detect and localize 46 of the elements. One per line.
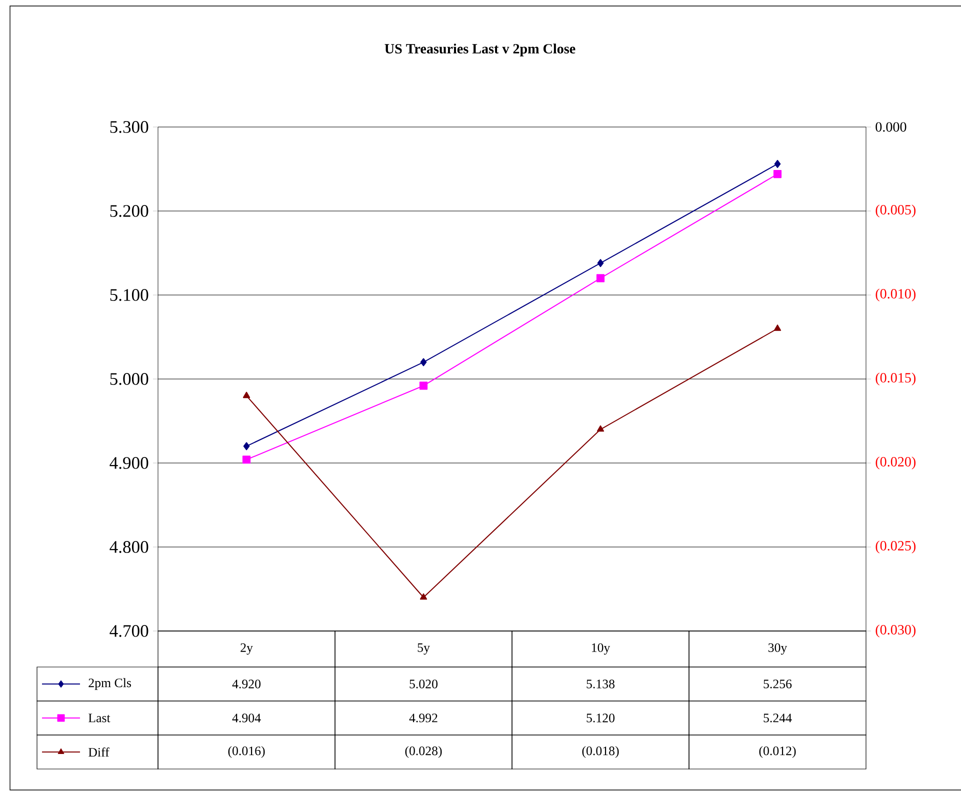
point	[242, 392, 250, 398]
y2-tick-label: (0.030)	[876, 624, 916, 638]
x-tick-label: 2y	[240, 643, 253, 655]
point	[596, 274, 605, 282]
y2-tick-label: (0.015)	[876, 372, 916, 386]
data-label: 4.920	[232, 680, 261, 688]
point	[774, 324, 782, 331]
y2-tick-label: (0.025)	[876, 540, 916, 554]
data-label: (0.028)	[405, 746, 442, 758]
data-label: 4.904	[232, 714, 261, 722]
data-label: 5.244	[764, 714, 792, 722]
legend-label: Diff	[88, 747, 110, 757]
chart-title: US Treasuries Last v 2pm Close	[384, 44, 576, 56]
y2-tick-label: (0.005)	[876, 204, 916, 218]
y-tick-label: 4.800	[110, 541, 148, 553]
y-tick-label: 4.900	[110, 457, 148, 469]
point	[774, 160, 781, 168]
data-label: (0.018)	[582, 746, 619, 758]
point	[420, 358, 427, 366]
data-label: 5.138	[586, 680, 615, 688]
y-tick-label: 5.100	[110, 289, 148, 301]
y2-tick-label: 0.000	[876, 122, 906, 132]
data-label: (0.012)	[759, 746, 796, 758]
point	[773, 170, 782, 178]
point	[596, 425, 604, 432]
point	[420, 593, 428, 600]
point	[597, 259, 604, 268]
legend-label: 2pm Cls	[88, 678, 131, 690]
x-tick-label: 10y	[592, 643, 610, 655]
y-tick-label: 5.200	[110, 205, 148, 217]
x-tick-label: 5y	[418, 643, 430, 655]
point	[242, 456, 251, 464]
legend-label: Last	[88, 714, 110, 722]
data-label: (0.016)	[228, 746, 265, 758]
data-label: 5.120	[586, 714, 615, 722]
point	[419, 382, 428, 390]
y2-tick-label: (0.010)	[876, 288, 916, 302]
data-label: 5.020	[410, 680, 438, 688]
y2-tick-label: (0.020)	[876, 456, 916, 470]
y-tick-label: 4.700	[110, 625, 148, 637]
point	[243, 442, 250, 450]
x-tick-label: 30y	[768, 643, 788, 655]
data-label: 5.256	[764, 680, 792, 688]
y-tick-label: 5.000	[110, 373, 148, 385]
data-label: 4.992	[409, 714, 438, 722]
y-tick-label: 5.300	[110, 121, 148, 133]
